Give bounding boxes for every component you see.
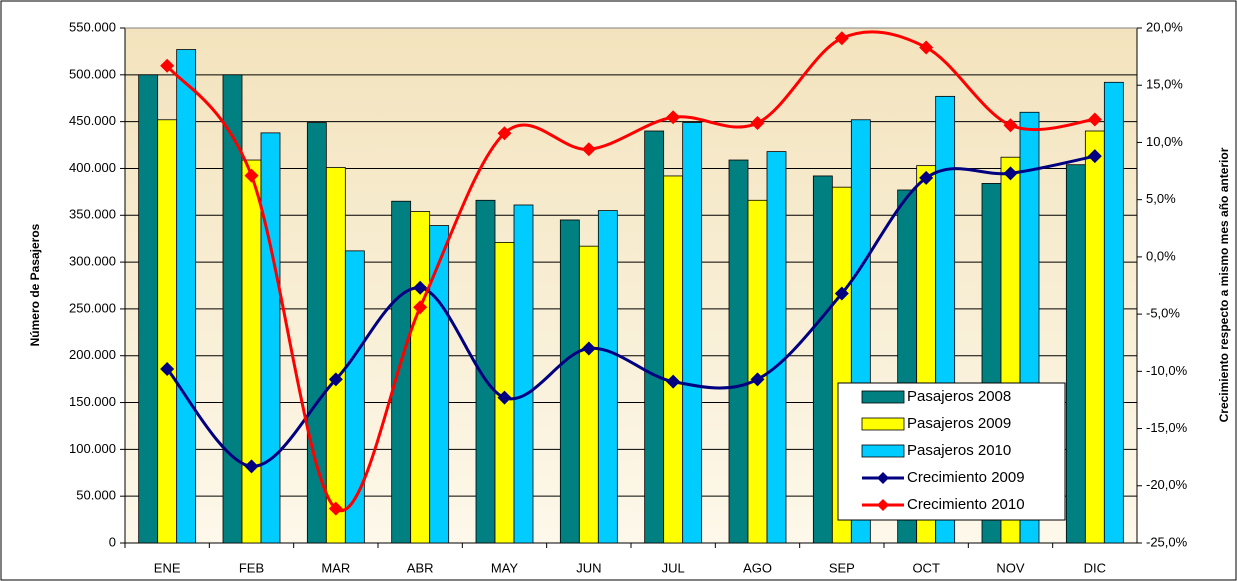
line-marker: [919, 170, 934, 185]
x-tick-label: JUN: [576, 560, 601, 575]
x-tick-label: SEP: [829, 560, 855, 575]
line-marker: [244, 459, 259, 474]
line-marker: [750, 372, 765, 387]
bar: [176, 49, 197, 544]
line-marker: [1087, 149, 1102, 164]
bar: [597, 210, 618, 544]
bar: [747, 199, 768, 544]
bar: [410, 211, 431, 544]
x-tick-label: DIC: [1084, 560, 1106, 575]
y-tick-label: 500.000: [69, 66, 116, 81]
bar: [1084, 130, 1105, 544]
bar: [157, 119, 178, 544]
line-marker: [497, 126, 512, 141]
bar: [728, 159, 749, 544]
x-tick-label: AGO: [743, 560, 772, 575]
y-tick-label: 350.000: [69, 207, 116, 222]
bar: [429, 225, 450, 544]
bar: [241, 159, 262, 544]
y-tick-label: 50.000: [76, 488, 116, 503]
x-tick-label: MAR: [321, 560, 350, 575]
bar: [260, 132, 281, 544]
legend-label: Crecimiento 2010: [907, 496, 1025, 513]
line-marker: [666, 374, 681, 389]
line-marker: [1003, 166, 1018, 181]
line-marker: [834, 31, 849, 46]
bar: [812, 175, 833, 544]
legend-swatch: [861, 417, 905, 431]
y2-tick-label: 15,0%: [1146, 77, 1183, 92]
x-tick-label: NOV: [996, 560, 1025, 575]
y-tick-label: 550.000: [69, 19, 116, 34]
x-tick-label: ABR: [407, 560, 434, 575]
line-marker: [328, 501, 343, 516]
legend-label: Pasajeros 2009: [907, 415, 1011, 432]
legend-swatch: [861, 390, 905, 404]
y2-tick-label: 10,0%: [1146, 134, 1183, 149]
y-tick-label: 100.000: [69, 441, 116, 456]
y2-tick-label: -20,0%: [1146, 477, 1188, 492]
bar: [644, 130, 665, 544]
y-axis-label: Número de Pasajeros: [28, 223, 42, 346]
y2-tick-label: 20,0%: [1146, 19, 1183, 34]
line-marker: [834, 286, 849, 301]
y-tick-label: 300.000: [69, 254, 116, 269]
legend-marker: [877, 499, 889, 511]
y-tick-label: 450.000: [69, 113, 116, 128]
y-tick-label: 150.000: [69, 394, 116, 409]
y-tick-label: 400.000: [69, 160, 116, 175]
y2-tick-label: 5,0%: [1146, 191, 1176, 206]
y2-tick-label: -10,0%: [1146, 363, 1188, 378]
bar: [1103, 81, 1124, 544]
bar: [578, 245, 599, 544]
y-tick-label: 0: [109, 534, 116, 549]
line-marker: [1003, 118, 1018, 133]
y2-tick-label: -25,0%: [1146, 534, 1188, 549]
bar: [306, 122, 327, 544]
line-marker: [919, 40, 934, 55]
x-tick-label: MAY: [491, 560, 519, 575]
bar: [682, 122, 703, 544]
y-tick-label: 200.000: [69, 347, 116, 362]
x-tick-label: FEB: [239, 560, 264, 575]
bar: [663, 175, 684, 544]
y-tick-label: 250.000: [69, 300, 116, 315]
x-tick-label: JUL: [662, 560, 685, 575]
y2-tick-label: 0,0%: [1146, 248, 1176, 263]
bar: [559, 219, 580, 544]
line-marker: [413, 280, 428, 295]
bar: [1065, 164, 1086, 544]
line-marker: [581, 341, 596, 356]
line-marker: [160, 58, 175, 73]
line-marker: [244, 168, 259, 183]
y2-tick-label: -5,0%: [1146, 306, 1180, 321]
bar: [391, 200, 412, 544]
bar: [138, 74, 159, 544]
y2-tick-label: -15,0%: [1146, 420, 1188, 435]
legend-label: Pasajeros 2008: [907, 388, 1011, 405]
line-marker: [666, 110, 681, 125]
bar: [513, 204, 534, 544]
line-marker: [160, 362, 175, 377]
y2-axis-label: Crecimiento respecto a mismo mes año ant…: [1217, 147, 1231, 422]
line-marker: [1087, 112, 1102, 127]
legend-label: Crecimiento 2009: [907, 469, 1025, 486]
line-marker: [750, 115, 765, 130]
legend-label: Pasajeros 2010: [907, 442, 1011, 459]
x-tick-label: ENE: [154, 560, 181, 575]
line-marker: [581, 142, 596, 157]
line-marker: [413, 300, 428, 315]
line-marker: [497, 390, 512, 405]
legend-swatch: [861, 444, 905, 458]
bar: [325, 167, 346, 544]
line: [165, 30, 1096, 513]
bar: [766, 151, 787, 544]
line-marker: [328, 372, 343, 387]
bar: [344, 250, 365, 544]
x-tick-label: OCT: [912, 560, 940, 575]
legend-marker: [877, 472, 889, 484]
